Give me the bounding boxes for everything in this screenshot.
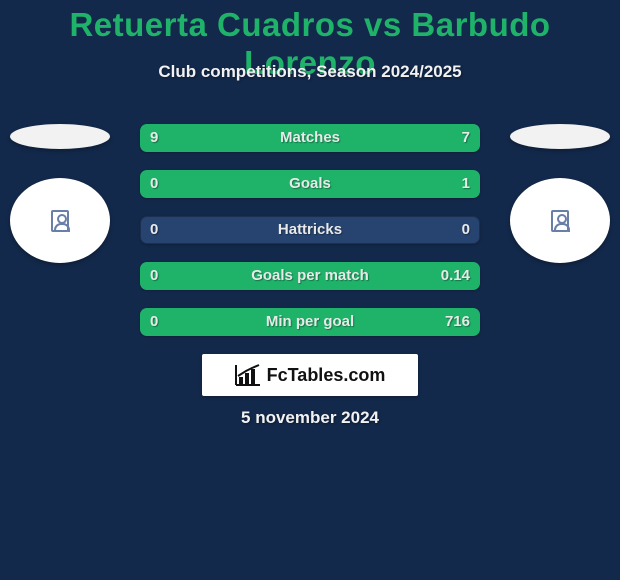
stat-value-right: 0 bbox=[462, 216, 470, 244]
stat-label: Min per goal bbox=[140, 308, 480, 336]
stat-row: 9Matches7 bbox=[140, 124, 480, 152]
stat-value-right: 7 bbox=[462, 124, 470, 152]
left-avatar-ellipse bbox=[10, 178, 110, 263]
branding-text: FcTables.com bbox=[267, 365, 386, 386]
stat-value-right: 1 bbox=[462, 170, 470, 198]
season-subtitle: Club competitions, Season 2024/2025 bbox=[0, 62, 620, 82]
stat-row: 0Hattricks0 bbox=[140, 216, 480, 244]
stat-label: Matches bbox=[140, 124, 480, 152]
stat-value-right: 716 bbox=[445, 308, 470, 336]
stat-label: Goals per match bbox=[140, 262, 480, 290]
date-text: 5 november 2024 bbox=[0, 408, 620, 428]
branding-box[interactable]: FcTables.com bbox=[202, 354, 418, 396]
right-name-ellipse bbox=[510, 124, 610, 149]
stat-label: Goals bbox=[140, 170, 480, 198]
stats-bars: 9Matches70Goals10Hattricks00Goals per ma… bbox=[140, 124, 480, 354]
chart-icon bbox=[235, 364, 261, 386]
stat-row: 0Goals per match0.14 bbox=[140, 262, 480, 290]
stat-label: Hattricks bbox=[140, 216, 480, 244]
avatar-placeholder-icon bbox=[51, 210, 69, 232]
avatar-placeholder-icon bbox=[551, 210, 569, 232]
left-name-ellipse bbox=[10, 124, 110, 149]
right-avatar-ellipse bbox=[510, 178, 610, 263]
stat-value-right: 0.14 bbox=[441, 262, 470, 290]
stat-row: 0Min per goal716 bbox=[140, 308, 480, 336]
stat-row: 0Goals1 bbox=[140, 170, 480, 198]
